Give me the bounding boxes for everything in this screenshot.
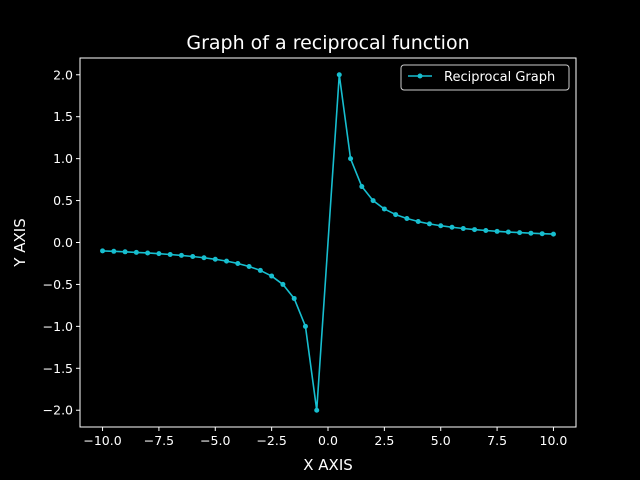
data-point xyxy=(314,407,320,413)
legend-label: Reciprocal Graph xyxy=(444,70,555,85)
data-point xyxy=(302,323,308,329)
y-tick-label: −1.5 xyxy=(43,361,73,376)
data-point xyxy=(483,228,489,234)
legend: Reciprocal Graph xyxy=(400,64,570,91)
data-point xyxy=(393,212,399,218)
data-point xyxy=(336,72,342,78)
x-tick-label: 5.0 xyxy=(431,433,451,448)
x-tick-label: −10.0 xyxy=(83,433,121,448)
data-point xyxy=(178,252,184,258)
x-tick-label: −2.5 xyxy=(256,433,286,448)
legend-box xyxy=(400,64,570,91)
y-tick-label: −0.5 xyxy=(43,277,73,292)
data-point xyxy=(269,273,275,279)
y-tick-label: −1.0 xyxy=(43,319,73,334)
data-point xyxy=(505,229,511,235)
data-point xyxy=(517,230,523,236)
data-point xyxy=(190,254,196,260)
data-point xyxy=(359,184,365,190)
data-point xyxy=(539,231,545,237)
y-tick-label: −2.0 xyxy=(43,403,73,418)
y-tick-label: 2.0 xyxy=(53,67,73,82)
x-tick-label: 7.5 xyxy=(487,433,507,448)
data-point xyxy=(494,228,500,234)
data-point xyxy=(156,251,162,257)
x-tick-label: −5.0 xyxy=(200,433,230,448)
data-point xyxy=(370,198,376,204)
plot-area xyxy=(100,72,556,413)
data-point xyxy=(426,221,432,227)
x-axis-label: X AXIS xyxy=(303,456,353,474)
data-point xyxy=(449,224,455,230)
y-axis-ticks: −2.0 −1.5 −1.0 −0.5 0.0 0.5 1.0 1.5 2.0 xyxy=(43,67,80,418)
data-point xyxy=(246,263,252,269)
y-tick-label: 1.0 xyxy=(53,151,73,166)
x-tick-label: −7.5 xyxy=(144,433,174,448)
x-tick-label: 2.5 xyxy=(374,433,394,448)
data-point xyxy=(280,281,286,287)
data-point xyxy=(257,267,263,273)
data-point xyxy=(133,249,139,255)
data-point xyxy=(381,206,387,212)
data-point xyxy=(291,295,297,301)
data-point xyxy=(145,250,151,256)
y-axis-label: Y AXIS xyxy=(11,218,29,267)
data-point xyxy=(235,260,241,266)
data-point xyxy=(528,230,534,236)
legend-marker-swatch xyxy=(417,73,423,79)
data-point xyxy=(472,227,478,233)
x-tick-label: 10.0 xyxy=(540,433,568,448)
data-point xyxy=(224,258,230,264)
y-tick-label: 0.0 xyxy=(53,235,73,250)
data-point xyxy=(111,248,117,254)
series-line-reciprocal xyxy=(102,73,554,412)
y-tick-label: 0.5 xyxy=(53,193,73,208)
data-point xyxy=(550,231,556,237)
data-point xyxy=(201,255,207,261)
data-point xyxy=(122,249,128,255)
y-tick-label: 1.5 xyxy=(53,109,73,124)
data-point xyxy=(415,219,421,225)
data-point xyxy=(212,256,218,262)
x-axis-ticks: −10.0 −7.5 −5.0 −2.5 0.0 2.5 5.0 7.5 10.0 xyxy=(83,427,567,448)
x-tick-label: 0.0 xyxy=(318,433,338,448)
chart-title: Graph of a reciprocal function xyxy=(186,32,469,54)
data-point xyxy=(460,225,466,231)
data-point xyxy=(100,248,106,254)
data-point xyxy=(438,223,444,229)
data-point xyxy=(167,251,173,257)
data-point xyxy=(348,156,354,162)
data-point xyxy=(404,216,410,222)
